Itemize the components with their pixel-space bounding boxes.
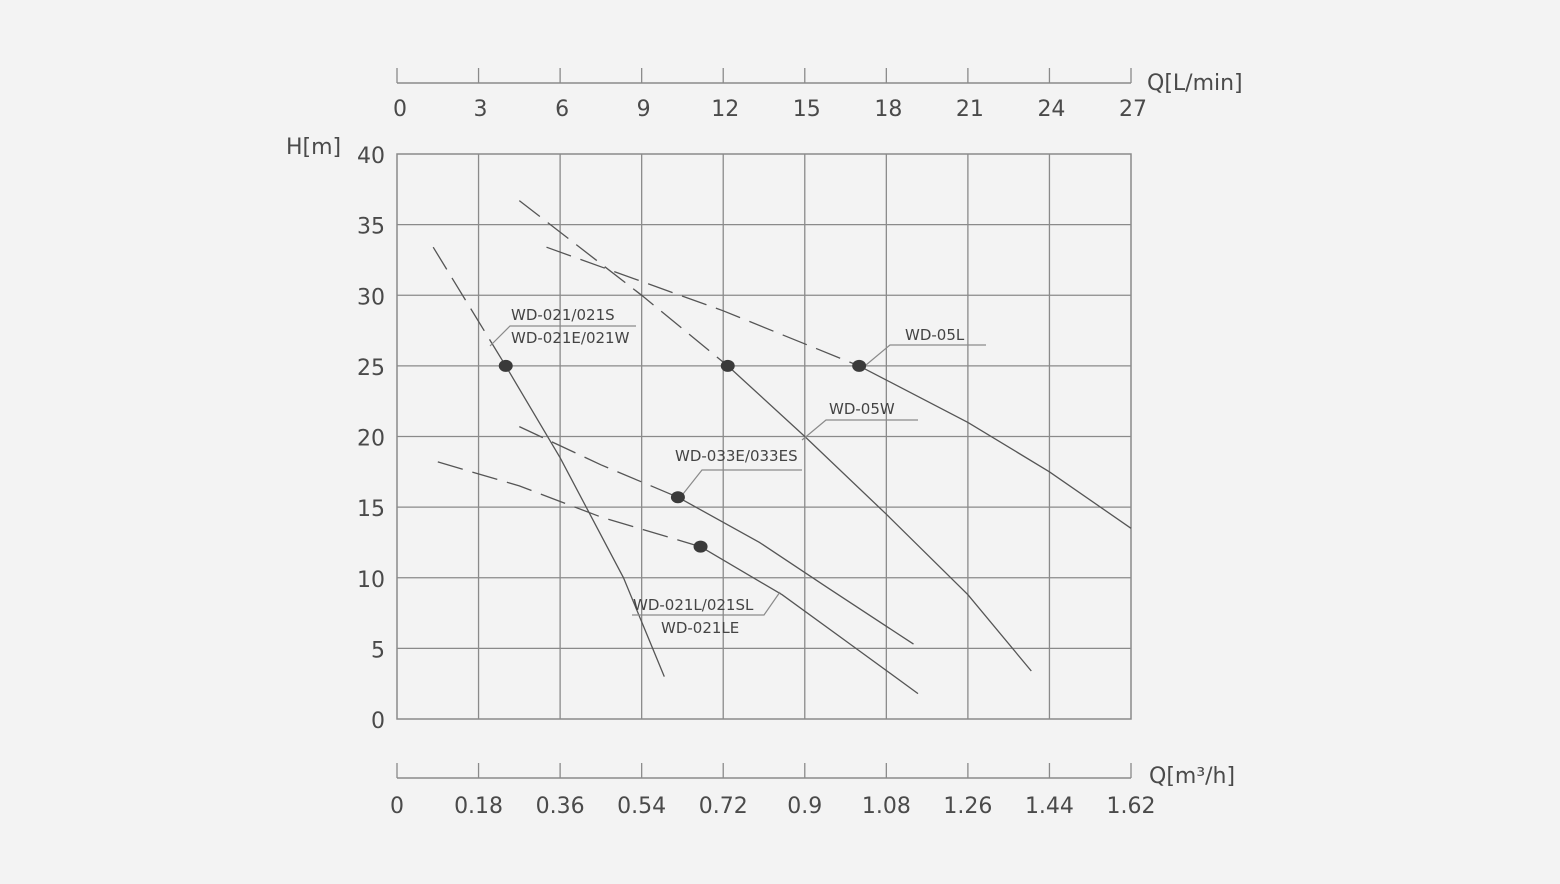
curve-solid-segment xyxy=(700,546,919,695)
curve-dashed-segment xyxy=(432,246,507,367)
leader-line xyxy=(489,325,636,347)
top-tick-label: 6 xyxy=(555,97,569,122)
y-axis-title: H[m] xyxy=(286,135,341,160)
y-axis-head: 0 5 10 15 20 25 30 35 40 xyxy=(357,144,385,734)
duty-point-marker xyxy=(720,359,735,372)
bottom-tick-label: 0 xyxy=(390,794,404,819)
y-tick-label: 0 xyxy=(371,709,385,734)
bottom-tick-label: 1.62 xyxy=(1107,794,1156,819)
top-tick-label: 21 xyxy=(956,97,984,122)
curve-solid-segment xyxy=(505,365,665,677)
duty-point-marker xyxy=(498,359,513,372)
top-tick-label: 0 xyxy=(393,97,407,122)
y-tick-label: 25 xyxy=(357,356,385,381)
duty-point-marker xyxy=(852,359,867,372)
bottom-tick-label: 1.26 xyxy=(943,794,992,819)
curve-dashed-segment xyxy=(519,426,679,498)
y-tick-label: 15 xyxy=(357,497,385,522)
curve-labels: WD-021/021S WD-021E/021W WD-05L WD-05W WD-03… xyxy=(511,306,965,637)
top-tick-label: 3 xyxy=(474,97,488,122)
bottom-tick-label: 0.54 xyxy=(617,794,666,819)
top-tick-label: 9 xyxy=(637,97,651,122)
bottom-tick-label: 1.44 xyxy=(1025,794,1074,819)
top-tick-label: 18 xyxy=(874,97,902,122)
curve-solid-segment xyxy=(727,365,1032,672)
bottom-axis-title: Q[m³/h] xyxy=(1149,764,1235,789)
bottom-tick-label: 0.36 xyxy=(536,794,585,819)
top-tick-label: 12 xyxy=(711,97,739,122)
duty-point-markers xyxy=(498,359,867,553)
top-tick-label: 15 xyxy=(793,97,821,122)
top-tick-label: 24 xyxy=(1037,97,1065,122)
bottom-axis-m3h: 0 0.18 0.36 0.54 0.72 0.9 1.08 1.26 1.44 1.62 xyxy=(390,763,1155,819)
curve-label: WD-021/021S xyxy=(511,306,615,324)
curve-label: WD-033E/033ES xyxy=(675,447,798,465)
top-axis-lmin: 0 3 6 9 12 15 18 21 24 27 xyxy=(393,68,1147,122)
curve-label: WD-05W xyxy=(829,400,895,418)
y-tick-label: 10 xyxy=(357,568,385,593)
curve-dashed-segment xyxy=(546,246,860,367)
curve-label: WD-021LE xyxy=(661,619,739,637)
y-tick-label: 20 xyxy=(357,427,385,452)
curve-label: WD-021L/021SL xyxy=(633,596,754,614)
curve-solid-segment xyxy=(677,496,914,645)
leader-line xyxy=(632,591,781,616)
bottom-tick-label: 0.18 xyxy=(454,794,503,819)
duty-point-marker xyxy=(693,540,708,553)
bottom-tick-label: 0.72 xyxy=(699,794,748,819)
y-tick-label: 30 xyxy=(357,285,385,310)
curve-dashed-segment xyxy=(518,200,729,367)
top-axis-title: Q[L/min] xyxy=(1147,71,1243,96)
leader-line xyxy=(865,344,986,366)
label-leader-lines xyxy=(489,325,986,616)
leader-line xyxy=(682,469,802,495)
y-tick-label: 5 xyxy=(371,638,385,663)
grid xyxy=(396,153,1132,720)
curve-dashed-segment xyxy=(437,461,701,548)
curve-label: WD-021E/021W xyxy=(511,329,630,347)
y-tick-label: 40 xyxy=(357,144,385,169)
leader-line xyxy=(801,419,918,441)
bottom-tick-label: 1.08 xyxy=(862,794,911,819)
duty-point-marker xyxy=(670,491,685,504)
curve-label: WD-05L xyxy=(905,326,965,344)
curve-solid-segment xyxy=(858,365,1132,529)
bottom-tick-label: 0.9 xyxy=(787,794,822,819)
performance-curves xyxy=(432,200,1132,695)
top-tick-label: 27 xyxy=(1119,97,1147,122)
y-tick-label: 35 xyxy=(357,215,385,240)
